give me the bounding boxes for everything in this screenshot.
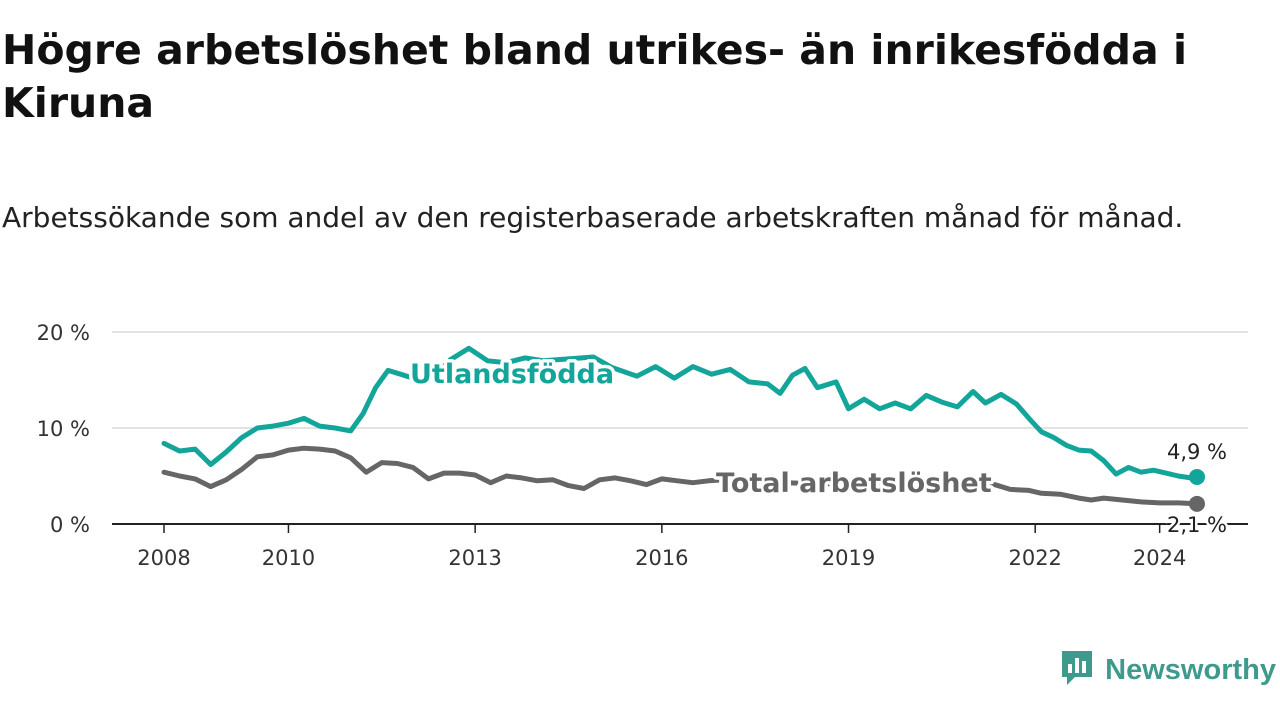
- x-tick-label: 2013: [448, 546, 501, 570]
- axes: 0 % 10 % 20 % 2008 2010 2013 2016 2019 2022 2024: [37, 321, 1248, 570]
- chart-title: Högre arbetslöshet bland utrikes- än inr…: [2, 26, 1187, 127]
- y-tick-label: 0 %: [50, 513, 90, 537]
- brand-name: Newsworthy: [1105, 653, 1276, 686]
- x-tick-label: 2016: [635, 546, 688, 570]
- y-tick-label: 20 %: [37, 321, 90, 345]
- series-label-total: Total arbetslöshet: [716, 468, 992, 499]
- annotations: Utlandsfödda Total arbetslöshet 4,9 % 2,1 %: [407, 356, 1230, 540]
- x-tick-label: 2010: [262, 546, 315, 570]
- x-tick-label: 2019: [822, 546, 875, 570]
- x-tick-label: 2008: [137, 546, 190, 570]
- grid-lines: [112, 331, 1248, 429]
- series-label-utlandsfodda: Utlandsfödda: [410, 359, 614, 390]
- x-tick-label: 2022: [1008, 546, 1061, 570]
- x-tick-label: 2024: [1133, 546, 1186, 570]
- line-chart: 0 %10 %20 %2008 2010 2013 2016 2019 2022 2024 …: [37, 321, 1248, 570]
- y-tick-label: 10 %: [37, 417, 90, 441]
- end-label-utlandsfodda: 4,9 %: [1167, 440, 1227, 464]
- end-point-utlandsfodda: [1189, 468, 1205, 485]
- end-point-total: [1189, 495, 1205, 512]
- series-line-utlandsfodda: [161, 345, 1200, 481]
- chart-subtitle: Arbetssökande som andel av den registerb…: [2, 201, 1184, 234]
- newsworthy-logo-icon: [1059, 648, 1095, 692]
- end-label-total: 2,1 %: [1167, 513, 1227, 537]
- series-lines: [161, 345, 1205, 512]
- series-line-total: [161, 445, 1200, 507]
- newsworthy-brand: Newsworthy: [1059, 648, 1276, 692]
